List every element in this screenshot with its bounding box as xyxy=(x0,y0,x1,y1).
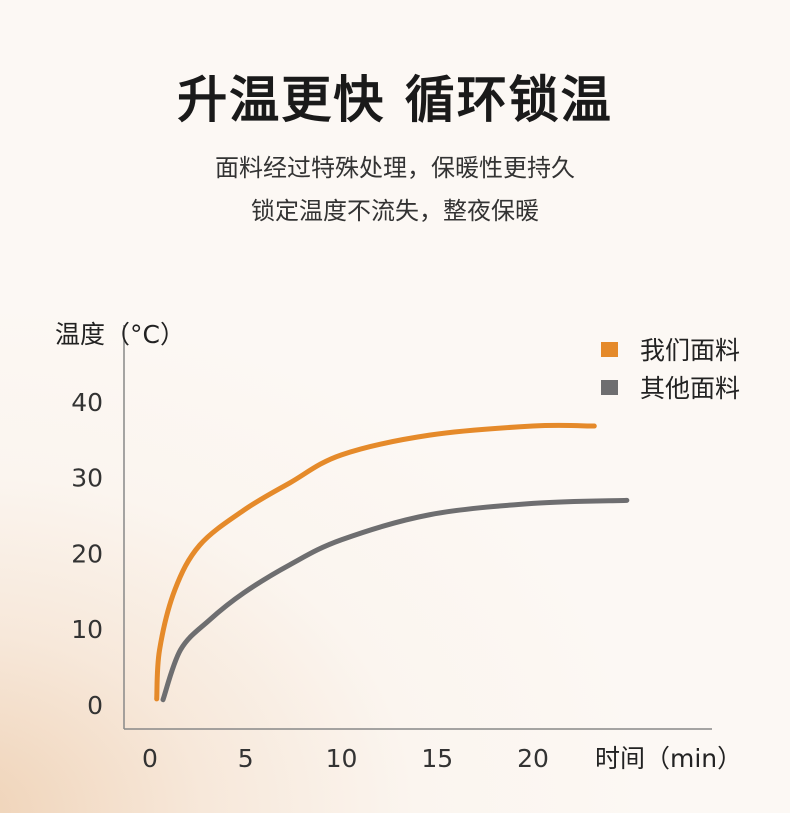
x-tick-label: 20 xyxy=(517,744,549,773)
y-tick-label: 30 xyxy=(71,464,103,493)
legend-label: 我们面料 xyxy=(640,336,740,365)
x-tick-label: 15 xyxy=(421,744,453,773)
subtitle-line-2: 锁定温度不流失，整夜保暖 xyxy=(251,197,539,225)
y-axis-label: 温度（°C） xyxy=(55,320,185,349)
x-tick-label: 10 xyxy=(326,744,358,773)
x-axis-label: 时间（min） xyxy=(595,744,742,773)
series-line xyxy=(154,422,597,702)
y-tick-label: 20 xyxy=(71,539,103,568)
legend-label: 其他面料 xyxy=(640,374,740,403)
legend-swatch xyxy=(601,342,618,357)
subtitle-line-1: 面料经过特殊处理，保暖性更持久 xyxy=(215,154,575,182)
series-line xyxy=(160,497,630,703)
y-tick-label: 10 xyxy=(71,615,103,644)
y-tick-label: 0 xyxy=(87,691,103,720)
y-tick-label: 40 xyxy=(71,388,103,417)
page-title: 升温更快 循环锁温 xyxy=(177,71,613,129)
legend-swatch xyxy=(601,380,618,395)
x-tick-label: 5 xyxy=(238,744,254,773)
x-tick-label: 0 xyxy=(142,744,158,773)
